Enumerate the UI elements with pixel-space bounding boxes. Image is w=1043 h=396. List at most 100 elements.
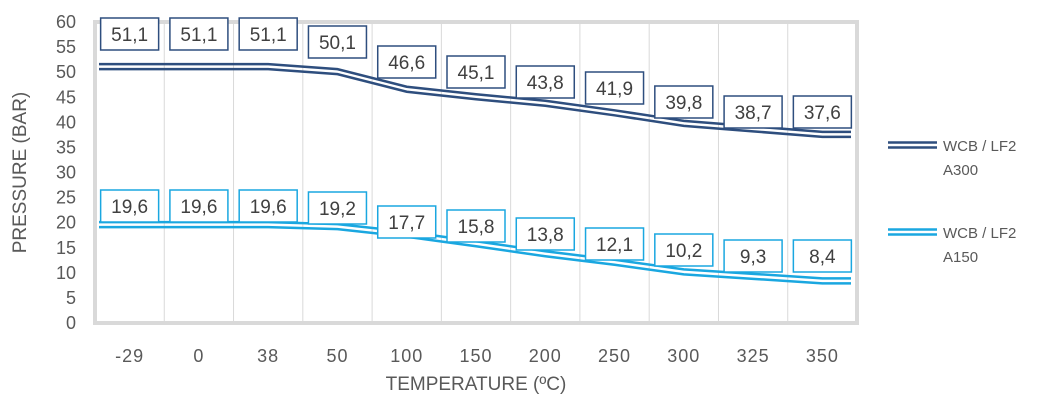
data-label-box [99,17,160,51]
data-label: 51,1 [169,17,229,51]
x-tick-label: 50 [326,346,348,366]
data-label-text: 8,4 [809,247,836,268]
y-axis-title: PRESSURE (BAR) [10,92,31,254]
y-tick-label: 10 [56,263,76,283]
data-label-text: 37,6 [804,103,841,124]
data-label-text: 38,7 [735,103,772,124]
data-label: 19,2 [307,191,368,225]
data-label: 13,8 [515,217,576,251]
legend-item: WCB / LF2 A150 [888,225,1016,266]
y-tick-label: 30 [56,163,76,183]
y-tick-label: 45 [56,87,76,107]
data-label-text: 19,2 [319,199,356,220]
legend-label: WCB / LF2 [943,138,1016,155]
y-tick-label: 40 [56,112,76,132]
plot-area-frame [93,20,859,325]
data-label-text: 51,1 [250,25,287,46]
data-label-box [446,209,506,243]
data-label: 12,1 [584,227,645,261]
data-label: 19,6 [169,189,229,223]
x-tick-label: 200 [529,346,562,366]
x-tick-label: 100 [390,346,423,366]
data-label: 19,6 [99,189,160,223]
x-tick-label: 350 [806,346,839,366]
data-label-text: 50,1 [319,33,356,54]
data-label: 15,8 [446,209,506,243]
data-label: 8,4 [792,239,853,273]
data-label-text: 13,8 [527,225,564,246]
legend-label: A150 [943,249,978,266]
data-label-box [376,205,437,239]
data-label-text: 15,8 [458,217,495,238]
data-label: 17,7 [376,205,437,239]
data-label-text: 43,8 [527,73,564,94]
data-label-box [238,17,298,51]
data-label-text: 46,6 [388,53,425,74]
x-tick-label: 38 [257,346,279,366]
legend-item: WCB / LF2 A300 [888,138,1016,179]
data-label-box [584,227,645,261]
series-line-lower [99,225,851,285]
data-label-box [238,189,298,223]
data-label-box [792,239,853,273]
data-label-text: 39,8 [665,93,702,114]
x-axis-title: TEMPERATURE (ºC) [386,374,567,395]
data-label: 41,9 [584,71,645,105]
data-label-box [654,233,714,267]
data-label-box [99,189,160,223]
legend-label: WCB / LF2 [943,225,1016,242]
y-tick-label: 0 [66,313,76,333]
data-label-box [515,65,576,99]
data-label-box [307,191,368,225]
y-tick-label: 20 [56,213,76,233]
data-label-box [307,25,368,59]
data-label: 19,6 [238,189,298,223]
x-tick-label: 300 [667,346,700,366]
data-label: 37,6 [792,95,853,129]
x-tick-label: 150 [459,346,492,366]
y-tick-label: 55 [56,37,76,57]
data-label-text: 51,1 [180,25,217,46]
data-label-text: 51,1 [111,25,148,46]
data-label-text: 41,9 [596,79,633,100]
y-tick-label: 15 [56,238,76,258]
data-label-box [792,95,853,129]
y-tick-label: 25 [56,188,76,208]
data-label-box [169,189,229,223]
data-label: 43,8 [515,65,576,99]
data-label-box [446,55,506,89]
legend-label: A300 [943,162,978,179]
data-label: 39,8 [654,85,714,119]
data-label: 10,2 [654,233,714,267]
data-label: 51,1 [238,17,298,51]
x-tick-label: -29 [115,346,144,366]
x-tick-label: 0 [193,346,204,366]
y-tick-label: 50 [56,62,76,82]
data-label-text: 9,3 [740,247,766,268]
y-tick-label: 60 [56,12,76,32]
data-label: 38,7 [723,95,783,129]
data-label-box [584,71,645,105]
data-label-text: 45,1 [458,63,495,84]
data-label-text: 19,6 [250,197,287,218]
data-label: 45,1 [446,55,506,89]
data-label-box [515,217,576,251]
data-label-text: 12,1 [596,235,633,256]
y-tick-label: 35 [56,137,76,157]
data-label: 9,3 [723,239,783,273]
series-line-lower [99,67,851,139]
x-tick-label: 325 [737,346,770,366]
data-label-box [376,45,437,79]
data-label-text: 17,7 [388,213,425,234]
data-label-box [169,17,229,51]
data-label-text: 19,6 [111,197,148,218]
data-label: 46,6 [376,45,437,79]
x-tick-label: 250 [598,346,631,366]
y-tick-label: 5 [66,288,76,308]
data-label-text: 19,6 [180,197,217,218]
data-label-text: 10,2 [665,241,702,262]
data-label-box [654,85,714,119]
data-label: 50,1 [307,25,368,59]
data-label-box [723,95,783,129]
